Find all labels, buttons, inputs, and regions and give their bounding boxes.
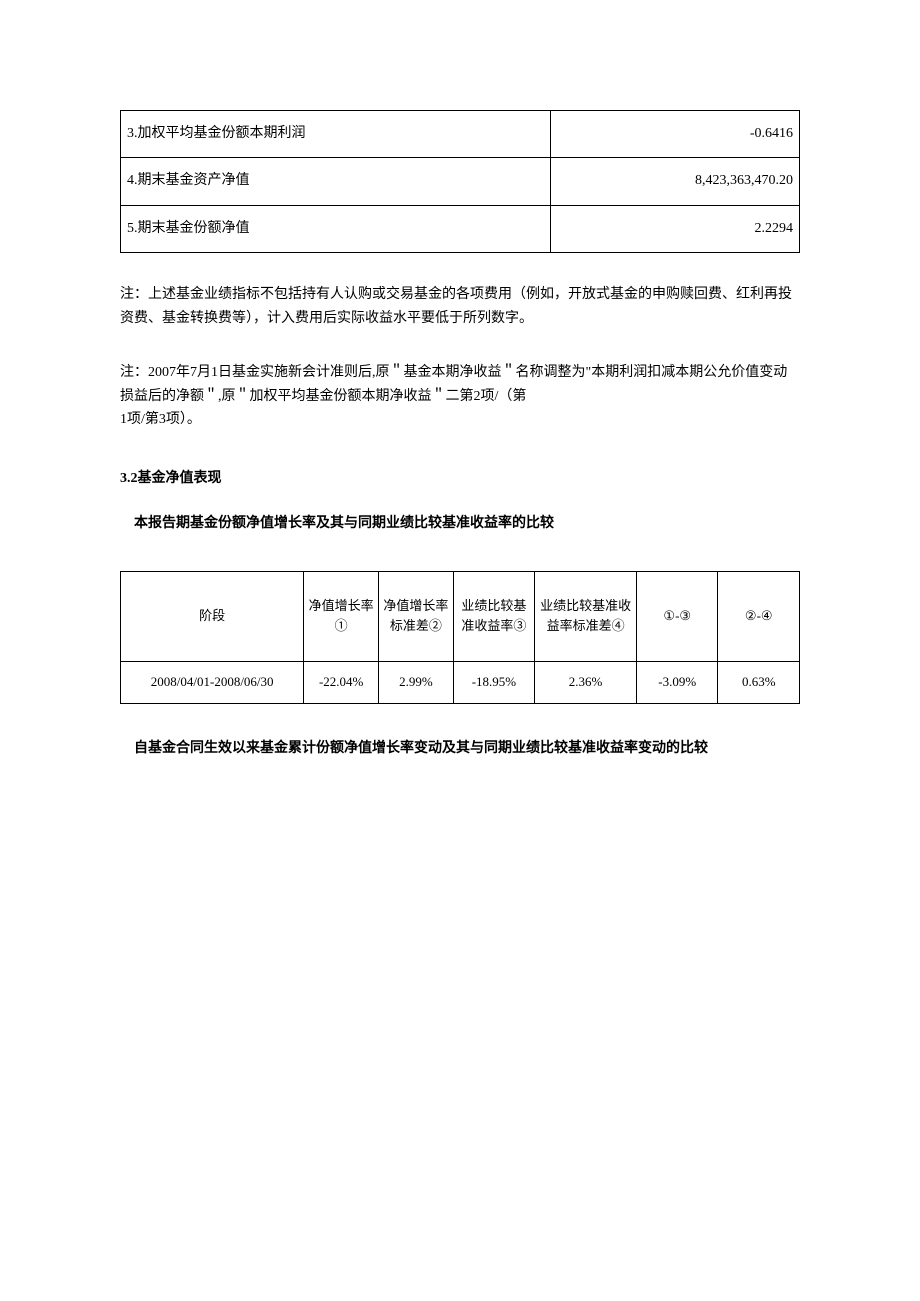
table-header-row: 阶段 净值增长率① 净值增长率标准差② 业绩比较基准收益率③ 业绩比较基准收益率… <box>121 571 800 661</box>
cell-diff-2-4: 0.63% <box>718 661 800 703</box>
col-header-benchmark-rate: 业绩比较基准收益率③ <box>453 571 534 661</box>
cell-growth-std: 2.99% <box>379 661 454 703</box>
col-header-period: 阶段 <box>121 571 304 661</box>
sub-heading: 本报告期基金份额净值增长率及其与同期业绩比较基准收益率的比较 <box>120 513 800 535</box>
table-row: 5.期末基金份额净值 2.2294 <box>121 205 800 252</box>
indicator-label: 4.期末基金资产净值 <box>121 158 551 205</box>
col-header-growth-std: 净值增长率标准差② <box>379 571 454 661</box>
cell-period: 2008/04/01-2008/06/30 <box>121 661 304 703</box>
indicator-label: 5.期末基金份额净值 <box>121 205 551 252</box>
indicator-value: -0.6416 <box>550 111 799 158</box>
table-row: 4.期末基金资产净值 8,423,363,470.20 <box>121 158 800 205</box>
col-header-diff-2-4: ②-④ <box>718 571 800 661</box>
financial-indicators-table: 3.加权平均基金份额本期利润 -0.6416 4.期末基金资产净值 8,423,… <box>120 110 800 253</box>
footer-heading: 自基金合同生效以来基金累计份额净值增长率变动及其与同期业绩比较基准收益率变动的比… <box>120 738 800 760</box>
cell-diff-1-3: -3.09% <box>637 661 718 703</box>
note-line: 1项/第3项）。 <box>120 412 201 427</box>
col-header-benchmark-std: 业绩比较基准收益率标准差④ <box>535 571 637 661</box>
performance-comparison-table: 阶段 净值增长率① 净值增长率标准差② 业绩比较基准收益率③ 业绩比较基准收益率… <box>120 571 800 704</box>
note-text-2: 注：2007年7月1日基金实施新会计准则后,原＂基金本期净收益＂名称调整为"本期… <box>120 361 800 432</box>
col-header-diff-1-3: ①-③ <box>637 571 718 661</box>
cell-growth-rate: -22.04% <box>304 661 379 703</box>
note-text-1: 注：上述基金业绩指标不包括持有人认购或交易基金的各项费用（例如，开放式基金的申购… <box>120 283 800 331</box>
col-header-growth-rate: 净值增长率① <box>304 571 379 661</box>
table-row: 2008/04/01-2008/06/30 -22.04% 2.99% -18.… <box>121 661 800 703</box>
indicator-label: 3.加权平均基金份额本期利润 <box>121 111 551 158</box>
section-heading: 3.2基金净值表现 <box>120 468 800 490</box>
table-row: 3.加权平均基金份额本期利润 -0.6416 <box>121 111 800 158</box>
indicator-value: 2.2294 <box>550 205 799 252</box>
indicator-value: 8,423,363,470.20 <box>550 158 799 205</box>
cell-benchmark-std: 2.36% <box>535 661 637 703</box>
cell-benchmark-rate: -18.95% <box>453 661 534 703</box>
note-line: 注：2007年7月1日基金实施新会计准则后,原＂基金本期净收益＂名称调整为"本期… <box>120 365 787 404</box>
